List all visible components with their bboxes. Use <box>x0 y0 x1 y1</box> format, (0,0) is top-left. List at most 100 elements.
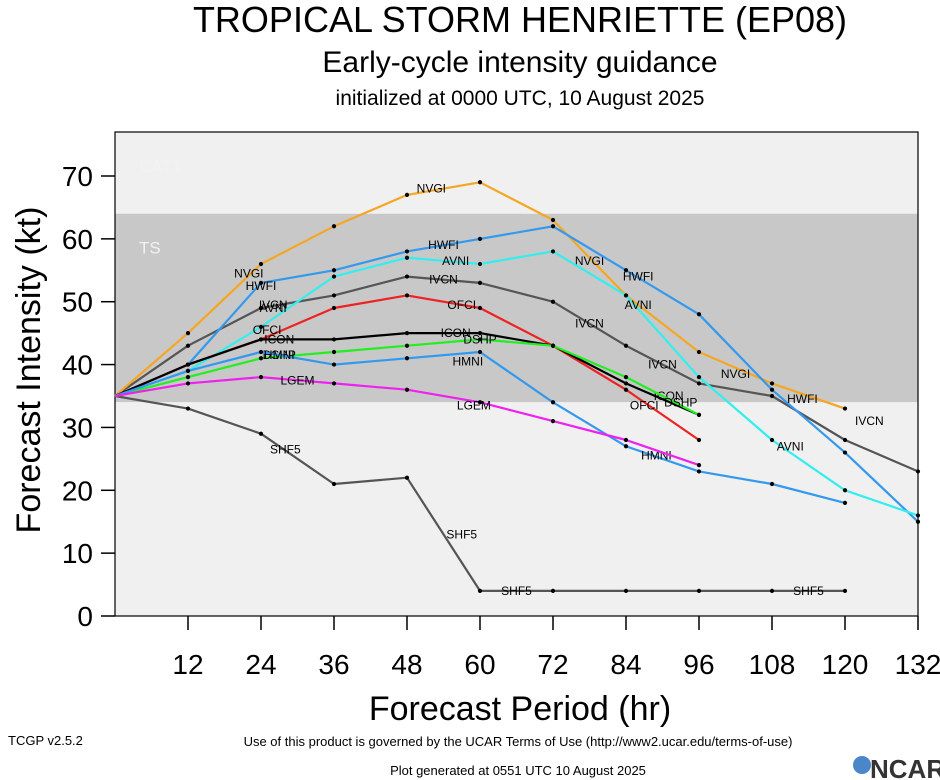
data-point-hmni <box>623 444 629 449</box>
data-point-ivcn <box>550 299 556 304</box>
data-point-ivcn <box>769 393 775 399</box>
data-point-lgem <box>696 463 702 468</box>
data-point-avni <box>258 324 264 329</box>
series-label-lgem: LGEM <box>280 373 314 387</box>
series-label-hwfi: HWFI <box>428 238 459 252</box>
x-tick-label: 96 <box>683 649 714 680</box>
data-point-hmni <box>477 349 483 355</box>
series-label-dshp: DSHP <box>463 332 496 346</box>
y-tick-label: 60 <box>62 224 93 255</box>
series-label-ivcn: IVCN <box>259 298 288 312</box>
series-line-avni <box>114 250 919 517</box>
data-point-ofci <box>331 305 337 311</box>
series-label-avni: AVNI <box>777 439 804 453</box>
data-point-hwfi <box>842 450 848 455</box>
series-label-shf5: SHF5 <box>793 584 824 598</box>
series-label-avni: AVNI <box>260 301 287 315</box>
data-point-hwfi <box>404 249 410 254</box>
data-point-dshp <box>550 343 556 348</box>
x-axis-label: Forecast Period (hr) <box>369 690 671 728</box>
data-point-ofci <box>404 293 410 298</box>
data-point-dshp <box>477 337 483 342</box>
data-point-avni <box>769 437 775 443</box>
data-point-ivcn <box>915 469 921 474</box>
data-point-shf5 <box>477 588 483 593</box>
data-point-shf5 <box>258 431 264 436</box>
series-label-icon: ICON <box>441 326 471 340</box>
data-point-ivcn <box>404 274 410 279</box>
data-point-ivcn <box>258 305 264 311</box>
series-label-shf5: SHF5 <box>446 527 477 541</box>
data-point-avni <box>696 375 702 380</box>
series-label-ofci: OFCI <box>447 298 476 312</box>
data-point-ivcn <box>185 343 191 348</box>
x-tick-label: 72 <box>537 649 568 680</box>
data-point-hmni <box>769 481 775 487</box>
series-label-dshp: DSHP <box>664 395 697 409</box>
series-label-ivcn: IVCN <box>855 414 884 428</box>
y-tick-label: 40 <box>62 350 93 381</box>
series-label-lgem: LGEM <box>457 398 491 412</box>
data-point-lgem <box>404 387 410 392</box>
x-tick-label: 108 <box>749 649 796 680</box>
series-icon: ICON ICON ICON <box>114 326 702 417</box>
series-line-ivcn <box>114 275 919 473</box>
band-below-ts <box>115 402 918 616</box>
data-point-ivcn <box>331 293 337 298</box>
series-label-nvgi: NVGI <box>575 254 604 268</box>
x-tick-label: 60 <box>464 649 495 680</box>
footer-generated: Plot generated at 0551 UTC 10 August 202… <box>390 763 646 778</box>
series-label-ofci: OFCI <box>630 398 659 412</box>
y-axis-label: Forecast Intensity (kt) <box>10 207 48 534</box>
series-hwfi: HWFI HWFI HWFI HWFI <box>114 224 921 524</box>
data-point-icon <box>258 337 264 342</box>
series-label-hwfi: HWFI <box>623 270 654 284</box>
data-point-lgem <box>550 419 556 424</box>
data-point-icon <box>185 362 191 367</box>
series-label-hwfi: HWFI <box>246 279 277 293</box>
data-point-hwfi <box>550 224 556 229</box>
series-label-nvgi: NVGI <box>234 266 263 280</box>
data-point-hwfi <box>696 312 702 317</box>
data-point-hwfi <box>258 280 264 285</box>
band-ts <box>115 213 918 403</box>
series-label-icon: ICON <box>264 332 294 346</box>
data-point-icon <box>477 331 483 336</box>
data-point-hmni <box>331 362 337 367</box>
data-point-hmni <box>696 469 702 474</box>
data-point-hwfi <box>623 268 629 273</box>
data-point-nvgi <box>696 349 702 355</box>
series-nvgi: NVGI NVGI NVGI NVGI <box>114 180 848 411</box>
chart-title: TROPICAL STORM HENRIETTE (EP08) <box>193 0 847 40</box>
series-label-nvgi: NVGI <box>721 367 750 381</box>
series-label-ivcn: IVCN <box>575 317 604 331</box>
data-point-lgem <box>258 375 264 380</box>
series-shf5: SHF5 SHF5 SHF5 SHF5 <box>114 394 848 598</box>
series-label-nvgi: NVGI <box>417 182 446 196</box>
data-point-shf5 <box>331 481 337 487</box>
data-point-dshp <box>623 375 629 380</box>
data-point-avni <box>404 255 410 260</box>
data-point-hwfi <box>769 387 775 392</box>
y-tick-label: 70 <box>62 161 93 192</box>
ncar-logo: NCAR <box>853 754 940 780</box>
ncar-logo-text: NCAR <box>870 754 940 780</box>
series-label-icon: ICON <box>654 389 684 403</box>
series-label-hmni: HMNI <box>264 348 295 362</box>
data-point-dshp <box>185 375 191 380</box>
x-tick-label: 84 <box>610 649 641 680</box>
y-tick-label: 20 <box>62 475 93 506</box>
y-tick-label: 30 <box>62 412 93 443</box>
data-point-icon <box>331 337 337 342</box>
data-point-nvgi <box>331 224 337 229</box>
data-point-lgem <box>331 381 337 386</box>
data-point-avni <box>623 293 629 298</box>
band-label-ts: TS <box>139 239 161 258</box>
series-lgem: LGEM LGEM <box>114 373 702 468</box>
footer-version: TCGP v2.5.2 <box>8 733 83 748</box>
data-point-avni <box>842 488 848 493</box>
x-tick-label: 120 <box>822 649 869 680</box>
